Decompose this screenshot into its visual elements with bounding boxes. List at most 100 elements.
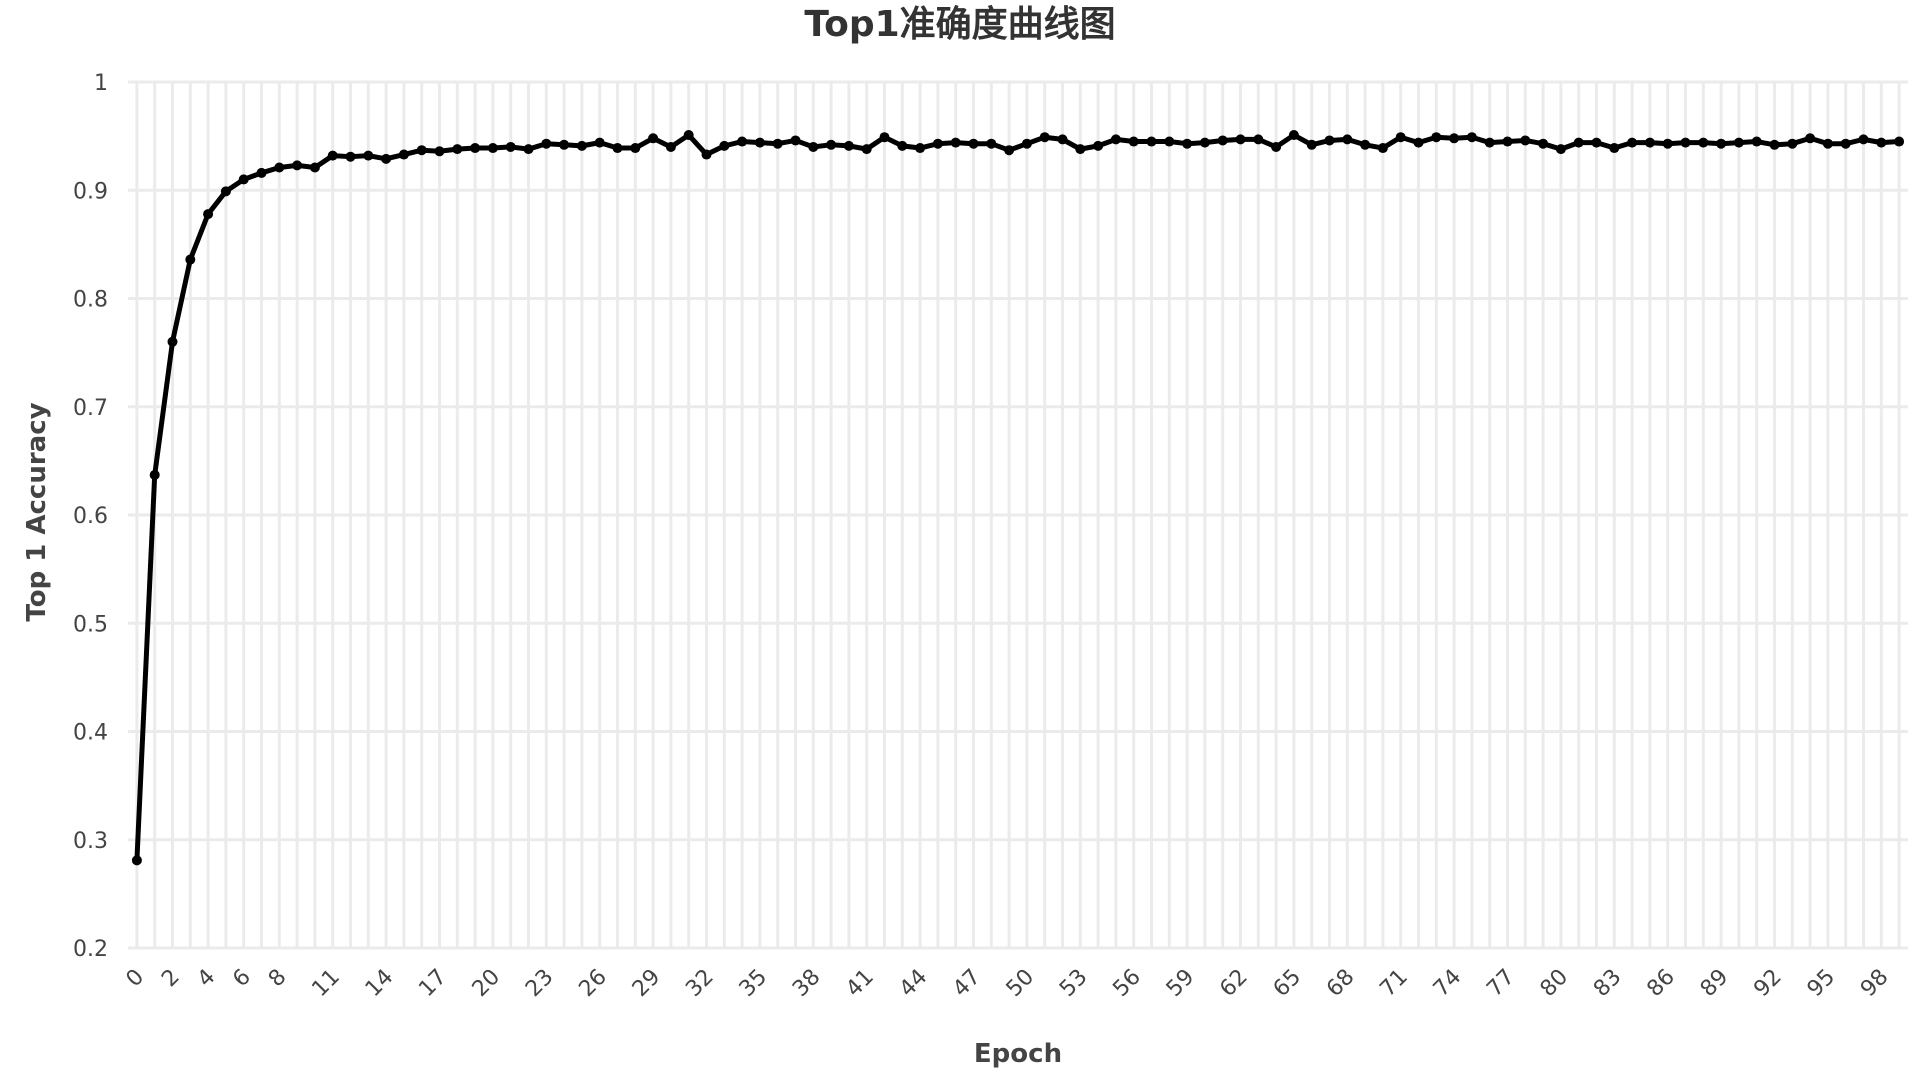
data-point (1431, 132, 1442, 143)
x-tick-label: 8 (264, 965, 292, 993)
data-point (843, 140, 854, 151)
data-point (1538, 138, 1549, 149)
data-point (1751, 136, 1762, 147)
data-point (185, 254, 196, 265)
y-tick-label: 0.5 (73, 612, 108, 637)
data-point (1128, 136, 1139, 147)
data-point (1894, 136, 1905, 147)
data-point (1769, 139, 1780, 150)
x-tick-label: 59 (1162, 965, 1199, 1002)
data-point (861, 144, 872, 155)
data-point (1217, 135, 1228, 146)
data-point (1484, 137, 1495, 148)
data-point (1413, 137, 1424, 148)
x-tick-label: 6 (228, 965, 256, 993)
x-tick-label: 0 (122, 965, 150, 993)
data-point (363, 150, 374, 161)
x-tick-label: 56 (1108, 965, 1145, 1002)
x-tick-label: 53 (1055, 965, 1092, 1002)
data-point (1253, 134, 1264, 145)
data-point (1342, 134, 1353, 145)
data-point (381, 153, 392, 164)
data-point (1644, 137, 1655, 148)
data-point (719, 140, 730, 151)
data-point (131, 855, 142, 866)
data-point (1822, 138, 1833, 149)
data-point (1698, 137, 1709, 148)
data-point (1680, 137, 1691, 148)
data-point (238, 174, 249, 185)
x-tick-label: 41 (841, 965, 878, 1002)
data-point (256, 167, 267, 178)
data-point (826, 139, 837, 150)
data-point (1146, 136, 1157, 147)
data-point (309, 162, 320, 173)
data-point (203, 209, 214, 220)
data-point (1502, 136, 1513, 147)
data-point (345, 151, 356, 162)
data-point (576, 140, 587, 151)
y-tick-label: 0.7 (73, 396, 108, 421)
data-point (879, 132, 890, 143)
x-tick-label: 23 (521, 965, 558, 1002)
data-point (915, 143, 926, 154)
chart-title: Top1准确度曲线图 (804, 4, 1115, 45)
x-tick-label: 44 (895, 965, 932, 1002)
data-point (1110, 134, 1121, 145)
data-point (1520, 135, 1531, 146)
data-point (1021, 138, 1032, 149)
data-point (1395, 132, 1406, 143)
y-tick-label: 0.2 (73, 937, 108, 962)
data-point (1840, 138, 1851, 149)
data-point (559, 139, 570, 150)
x-tick-label: 29 (628, 965, 665, 1002)
data-point (523, 144, 534, 155)
data-point (1858, 134, 1869, 145)
x-axis-ticks: 0 2 4 6 8 11 14 17 20 23 26 29 32 35 38 41 44 47 50 53 56 59 6… (122, 965, 1894, 1002)
x-tick-label: 38 (788, 965, 825, 1002)
data-point (327, 150, 338, 161)
data-point (737, 136, 748, 147)
data-point (790, 135, 801, 146)
y-tick-label: 0.9 (73, 179, 108, 204)
data-point (1075, 144, 1086, 155)
x-tick-label: 20 (468, 965, 505, 1002)
x-tick-label: 11 (307, 965, 344, 1002)
data-point (754, 137, 765, 148)
y-axis-ticks: 0.2 0.3 0.4 0.5 0.6 0.7 0.8 0.9 1 (73, 71, 108, 962)
series-line (134, 132, 1902, 863)
data-point (1716, 138, 1727, 149)
x-tick-label: 17 (414, 965, 451, 1002)
data-point (487, 143, 498, 154)
data-point (1164, 136, 1175, 147)
data-point (701, 149, 712, 160)
x-tick-label: 35 (735, 965, 772, 1002)
x-tick-label: 89 (1696, 965, 1733, 1002)
data-point (452, 144, 463, 155)
grid-layer (128, 80, 1908, 950)
data-point (1004, 145, 1015, 156)
data-point (594, 137, 605, 148)
x-tick-label: 26 (574, 965, 611, 1002)
data-point (1057, 134, 1068, 145)
data-point (220, 186, 231, 197)
y-tick-label: 0.4 (73, 721, 108, 746)
data-point (665, 141, 676, 152)
data-point (1555, 144, 1566, 155)
x-tick-label: 80 (1536, 965, 1573, 1002)
data-point (274, 162, 285, 173)
data-point (1306, 139, 1317, 150)
data-point (1377, 143, 1388, 154)
data-point (1805, 133, 1816, 144)
data-point (772, 138, 783, 149)
data-point (167, 336, 178, 347)
data-point (1733, 137, 1744, 148)
data-point (1288, 130, 1299, 141)
x-tick-label: 98 (1856, 965, 1893, 1002)
data-point (1039, 132, 1050, 143)
x-tick-label: 77 (1482, 965, 1519, 1002)
data-point (434, 146, 445, 157)
data-point (416, 145, 427, 156)
data-point (1573, 137, 1584, 148)
x-tick-label: 83 (1589, 965, 1626, 1002)
